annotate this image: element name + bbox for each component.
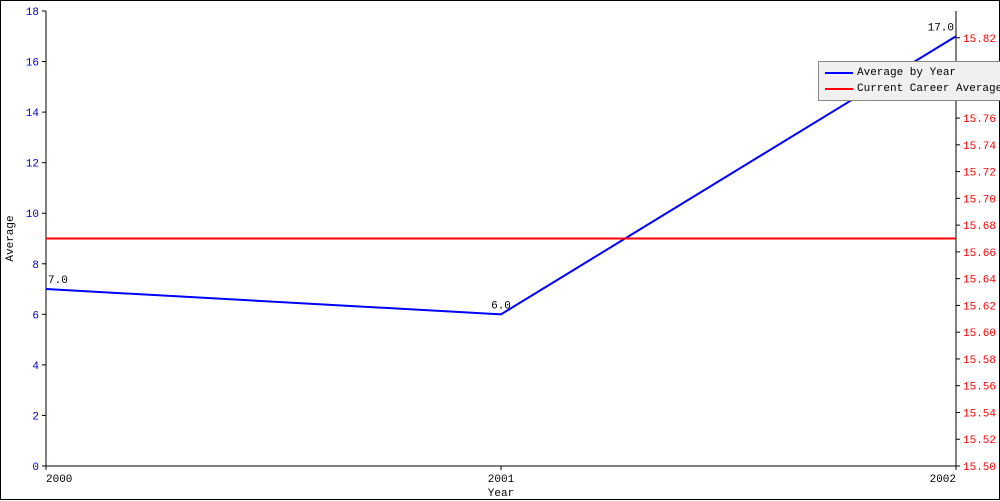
- y-left-tick-label: 6: [32, 310, 39, 322]
- y-left-tick-label: 14: [26, 108, 40, 120]
- y-left-tick-label: 18: [26, 7, 39, 19]
- legend-item: Current Career Average: [825, 81, 1000, 97]
- y-left-tick-label: 12: [26, 159, 39, 171]
- y-right-tick-label: 15.68: [963, 221, 996, 233]
- y-left-axis-label: Average: [5, 215, 17, 261]
- y-right-tick-label: 15.58: [963, 355, 996, 367]
- y-left-tick-label: 2: [32, 411, 39, 423]
- y-right-tick-label: 15.76: [963, 114, 996, 126]
- x-axis-label: Year: [488, 488, 514, 500]
- legend-swatch: [825, 72, 853, 74]
- legend: Average by Year Current Career Average: [818, 61, 1000, 101]
- x-tick-label: 2000: [46, 474, 72, 486]
- point-label: 17.0: [928, 22, 954, 34]
- y-right-tick-label: 15.56: [963, 382, 996, 394]
- legend-label: Average by Year: [857, 67, 956, 79]
- y-left-tick-label: 8: [32, 260, 39, 272]
- y-right-tick-label: 15.64: [963, 275, 996, 287]
- chart-container: 0 2 4 6 8 10 12 14 16 18 Average 15.50 15.52 15.54 15.…: [0, 0, 1000, 500]
- y-left-tick-label: 10: [26, 209, 39, 221]
- y-right-tick-label: 15.60: [963, 328, 996, 340]
- y-right-tick-label: 15.54: [963, 408, 996, 420]
- legend-swatch: [825, 88, 853, 90]
- x-tick-label: 2002: [930, 474, 956, 486]
- y-right-tick-label: 15.66: [963, 248, 996, 260]
- y-right-tick-label: 15.70: [963, 194, 996, 206]
- y-right-tick-label: 15.62: [963, 301, 996, 313]
- point-label: 7.0: [48, 275, 68, 287]
- legend-label: Current Career Average: [857, 83, 1000, 95]
- y-left-tick-label: 4: [32, 361, 39, 373]
- y-right-tick-label: 15.50: [963, 462, 996, 474]
- y-right-tick-label: 15.52: [963, 435, 996, 447]
- y-left-tick-label: 0: [32, 462, 39, 474]
- legend-item: Average by Year: [825, 65, 1000, 81]
- y-right-tick-label: 15.72: [963, 168, 996, 180]
- y-left-tick-label: 16: [26, 58, 39, 70]
- x-tick-label: 2001: [488, 474, 515, 486]
- y-right-tick-label: 15.82: [963, 34, 996, 46]
- point-label: 6.0: [491, 300, 511, 312]
- y-right-tick-label: 15.74: [963, 141, 996, 153]
